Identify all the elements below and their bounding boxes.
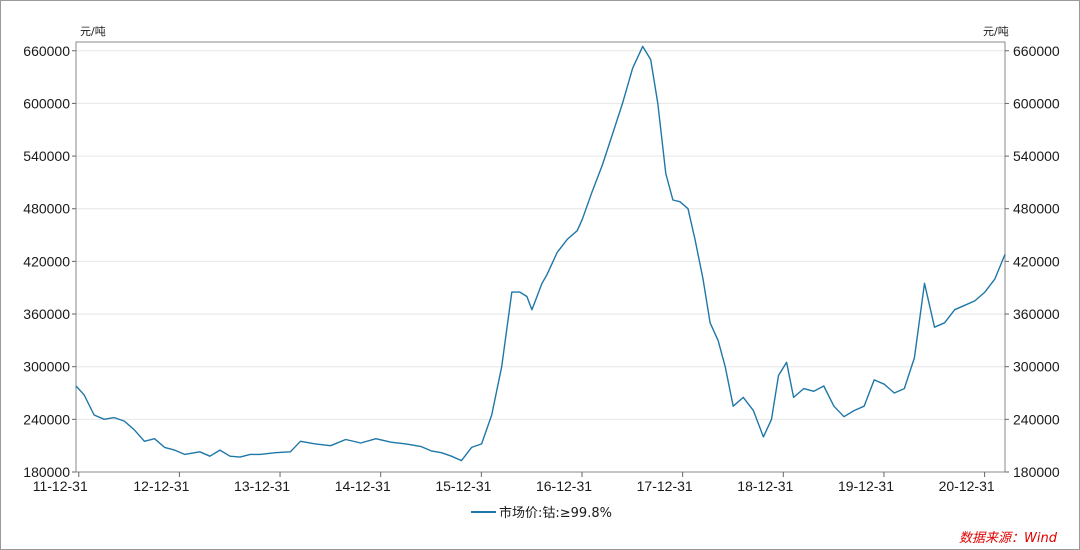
y-tick-label-left: 480000	[23, 201, 70, 217]
y-axis-left: 180000 240000 300000 360000 420000 480000 5400…	[23, 43, 76, 480]
x-tick-label: 20-12-31	[939, 478, 995, 494]
series-group	[75, 45, 1006, 462]
x-tick-label: 17-12-31	[637, 478, 693, 494]
y-tick-label-left: 240000	[23, 411, 70, 427]
y-tick-label-right: 300000	[1013, 359, 1060, 375]
series-line	[75, 45, 1006, 462]
x-tick-label: 18-12-31	[737, 478, 793, 494]
x-tick-label: 13-12-31	[234, 478, 290, 494]
x-axis: 11-12-31 12-12-31 13-12-31 14-12-31 15-12-31…	[33, 472, 995, 494]
y-tick-label-right: 420000	[1013, 253, 1060, 269]
y-axis-right-unit: 元/吨	[983, 25, 1009, 38]
y-axis-right: 180000 240000 300000 360000 420000 480000 5400…	[1005, 43, 1060, 480]
source-note: 数据来源：Wind	[959, 531, 1058, 546]
x-tick-label: 19-12-31	[838, 478, 894, 494]
y-tick-label-right: 540000	[1013, 148, 1060, 164]
y-tick-label-right: 660000	[1013, 43, 1060, 59]
plot-area	[75, 41, 1006, 473]
y-tick-label-right: 180000	[1013, 464, 1060, 480]
y-axis-left-unit: 元/吨	[80, 25, 106, 38]
y-tick-label-left: 420000	[23, 253, 70, 269]
y-tick-label-left: 660000	[23, 43, 70, 59]
x-tick-label: 14-12-31	[335, 478, 391, 494]
grid-lines	[76, 50, 1005, 473]
y-tick-label-left: 600000	[23, 95, 70, 111]
y-tick-label-right: 240000	[1013, 411, 1060, 427]
x-tick-label: 11-12-31	[33, 478, 88, 494]
x-tick-label: 15-12-31	[435, 478, 491, 494]
x-tick-label: 12-12-31	[133, 478, 189, 494]
y-tick-label-left: 300000	[23, 359, 70, 375]
x-tick-label: 16-12-31	[536, 478, 592, 494]
y-tick-label-left: 180000	[23, 464, 70, 480]
y-tick-label-right: 480000	[1013, 201, 1060, 217]
y-tick-label-right: 360000	[1013, 306, 1060, 322]
y-tick-label-left: 360000	[23, 306, 70, 322]
y-tick-label-right: 600000	[1013, 95, 1060, 111]
y-tick-label-left: 540000	[23, 148, 70, 164]
legend: 市场价:钴:≥99.8%	[471, 505, 612, 521]
legend-label: 市场价:钴:≥99.8%	[499, 505, 612, 521]
